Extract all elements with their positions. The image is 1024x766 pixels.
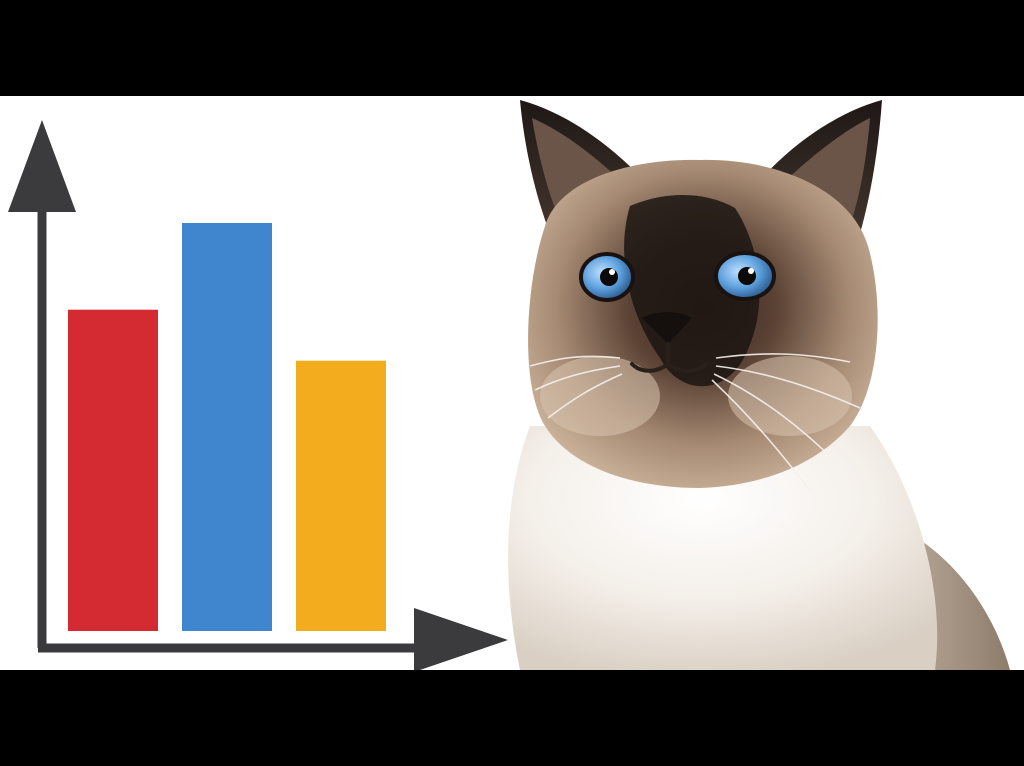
cat-chest	[508, 426, 938, 670]
cat-face-mask	[624, 194, 760, 387]
chart-bar-2	[182, 223, 272, 631]
bar-chart-illustration	[8, 120, 508, 670]
cat-mouth	[630, 342, 708, 373]
image-content	[0, 96, 1024, 670]
scene-svg	[0, 96, 1024, 670]
cat-left-ear-inner	[532, 118, 620, 234]
letterbox-top	[0, 0, 1024, 96]
cat-left-eye-highlight	[609, 269, 615, 275]
cat-nose	[642, 312, 692, 344]
cat-left-pupil	[600, 268, 618, 286]
letterbox-bottom	[0, 670, 1024, 766]
bars-group	[68, 223, 386, 631]
chart-bar-3	[296, 360, 386, 631]
siamese-cat-icon	[508, 100, 1010, 670]
x-axis-arrowhead	[414, 608, 508, 670]
cat-right-eye-highlight	[748, 268, 754, 274]
cat-right-ear-inner	[784, 118, 870, 236]
cat-whiskers	[529, 353, 861, 492]
y-axis-arrowhead	[8, 120, 76, 212]
cat-right-cheek	[728, 356, 852, 436]
chart-bar-1	[68, 309, 158, 631]
